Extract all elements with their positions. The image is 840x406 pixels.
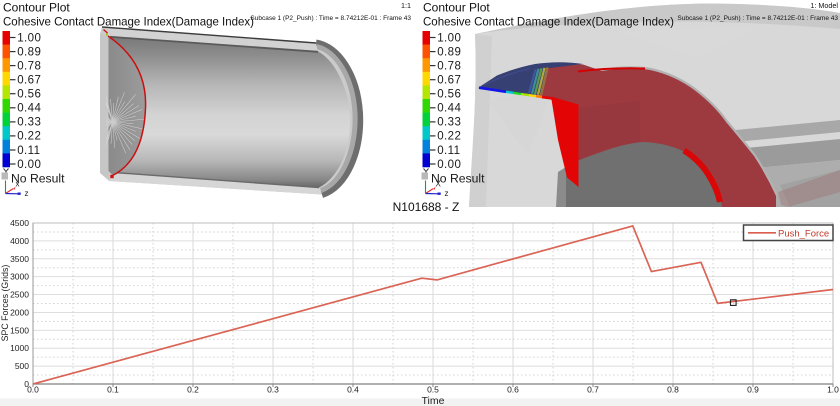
svg-text:0.44: 0.44 bbox=[17, 103, 41, 115]
svg-text:Push_Force: Push_Force bbox=[778, 229, 829, 240]
svg-text:0.00: 0.00 bbox=[17, 159, 41, 171]
svg-text:1.00: 1.00 bbox=[437, 32, 461, 44]
svg-text:0.56: 0.56 bbox=[437, 89, 461, 101]
svg-text:Cohesive Contact Damage Index(: Cohesive Contact Damage Index(Damage Ind… bbox=[3, 15, 254, 29]
svg-text:Contour Plot: Contour Plot bbox=[423, 1, 490, 15]
svg-text:4500: 4500 bbox=[10, 218, 29, 228]
svg-text:0: 0 bbox=[24, 379, 29, 389]
svg-text:0.7: 0.7 bbox=[587, 385, 599, 395]
svg-text:Subcase 1 (P2_Push) : Time = 8: Subcase 1 (P2_Push) : Time = 8.74212E-01… bbox=[250, 15, 411, 22]
svg-text:0.3: 0.3 bbox=[267, 385, 279, 395]
svg-text:3000: 3000 bbox=[10, 272, 29, 282]
svg-text:0.6: 0.6 bbox=[507, 385, 519, 395]
svg-text:0.5: 0.5 bbox=[427, 385, 439, 395]
svg-text:No Result: No Result bbox=[11, 172, 65, 186]
svg-text:1500: 1500 bbox=[10, 325, 29, 335]
svg-text:1:1: 1:1 bbox=[401, 1, 411, 10]
svg-text:0.33: 0.33 bbox=[437, 117, 461, 129]
svg-text:2500: 2500 bbox=[10, 290, 29, 300]
svg-text:1.0: 1.0 bbox=[827, 385, 839, 395]
svg-text:N101688 - Z: N101688 - Z bbox=[393, 200, 460, 214]
svg-text:0.44: 0.44 bbox=[437, 103, 461, 115]
svg-text:0.0: 0.0 bbox=[27, 385, 39, 395]
svg-text:0.67: 0.67 bbox=[17, 75, 41, 87]
svg-text:1000: 1000 bbox=[10, 343, 29, 353]
svg-text:3500: 3500 bbox=[10, 254, 29, 264]
svg-text:0.89: 0.89 bbox=[17, 46, 41, 58]
svg-text:0.00: 0.00 bbox=[437, 159, 461, 171]
svg-text:SPC Forces (Grids): SPC Forces (Grids) bbox=[0, 265, 10, 342]
svg-text:0.1: 0.1 bbox=[107, 385, 119, 395]
svg-text:Contour Plot: Contour Plot bbox=[3, 1, 70, 15]
svg-text:Cohesive Contact Damage Index(: Cohesive Contact Damage Index(Damage Ind… bbox=[423, 15, 674, 29]
svg-text:0.67: 0.67 bbox=[437, 75, 461, 87]
svg-text:0.11: 0.11 bbox=[437, 145, 460, 157]
svg-text:0.56: 0.56 bbox=[17, 89, 41, 101]
svg-text:500: 500 bbox=[15, 361, 29, 371]
svg-text:1: Model: 1: Model bbox=[810, 1, 838, 10]
svg-text:2000: 2000 bbox=[10, 307, 29, 317]
svg-text:0.11: 0.11 bbox=[17, 145, 40, 157]
svg-text:0.22: 0.22 bbox=[17, 131, 41, 143]
svg-text:0.78: 0.78 bbox=[437, 60, 461, 72]
svg-text:z: z bbox=[25, 189, 29, 198]
svg-text:0.2: 0.2 bbox=[187, 385, 199, 395]
svg-text:1.00: 1.00 bbox=[17, 32, 41, 44]
svg-text:x: x bbox=[16, 180, 20, 189]
svg-text:0.78: 0.78 bbox=[17, 60, 41, 72]
svg-text:Time: Time bbox=[422, 395, 445, 406]
svg-text:z: z bbox=[445, 189, 449, 198]
svg-text:0.22: 0.22 bbox=[437, 131, 461, 143]
svg-text:0.8: 0.8 bbox=[667, 385, 679, 395]
svg-text:0.33: 0.33 bbox=[17, 117, 41, 129]
svg-text:No Result: No Result bbox=[431, 172, 485, 186]
svg-text:Subcase 1 (P2_Push) : Time = 8: Subcase 1 (P2_Push) : Time = 8.74212E-01… bbox=[677, 15, 838, 22]
svg-text:0.89: 0.89 bbox=[437, 46, 461, 58]
svg-text:0.4: 0.4 bbox=[347, 385, 359, 395]
svg-text:X: X bbox=[436, 180, 442, 189]
svg-text:0.9: 0.9 bbox=[747, 385, 759, 395]
svg-text:4000: 4000 bbox=[10, 236, 29, 246]
